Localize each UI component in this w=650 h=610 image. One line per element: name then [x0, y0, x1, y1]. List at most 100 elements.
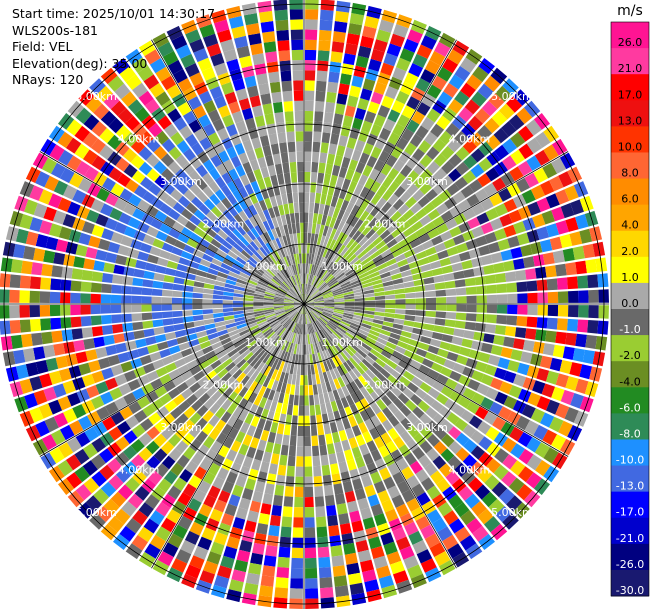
range-gate-cell	[291, 343, 296, 354]
range-gate-cell	[277, 132, 287, 144]
range-gate-cell	[337, 387, 345, 399]
range-gate-cell	[547, 305, 559, 317]
range-gate-cell	[232, 369, 243, 380]
range-gate-cell	[115, 141, 130, 157]
range-gate-cell	[513, 221, 527, 234]
range-gate-cell	[579, 364, 593, 380]
range-gate-cell	[168, 161, 181, 175]
range-gate-cell	[365, 369, 376, 380]
range-gate-cell	[304, 304, 314, 308]
range-gate-cell	[254, 190, 264, 202]
range-gate-cell	[83, 477, 100, 494]
range-gate-cell	[305, 49, 317, 61]
range-gate-cell	[66, 155, 82, 171]
range-gate-cell	[354, 309, 365, 314]
range-gate-cell	[296, 344, 300, 355]
range-gate-cell	[196, 405, 209, 417]
range-gate-cell	[87, 411, 101, 426]
range-gate-cell	[267, 318, 278, 325]
range-gate-cell	[449, 344, 461, 354]
range-gate-cell	[353, 314, 364, 320]
range-gate-cell	[277, 173, 285, 185]
range-gate-cell	[72, 404, 87, 419]
range-gate-cell	[283, 203, 290, 215]
range-gate-cell	[25, 362, 39, 377]
range-gate-cell	[9, 289, 20, 303]
range-gate-cell	[250, 552, 264, 565]
range-gate-cell	[399, 191, 412, 203]
range-gate-cell	[276, 326, 285, 336]
range-gate-cell	[429, 338, 442, 348]
range-gate-cell	[275, 370, 282, 382]
range-gate-cell	[167, 485, 182, 500]
range-gate-cell	[241, 65, 255, 78]
range-gate-cell	[263, 231, 272, 243]
range-gate-cell	[343, 312, 354, 317]
azimuth-line	[151, 39, 305, 305]
range-gate-cell	[181, 208, 193, 220]
range-gate-cell	[455, 312, 467, 321]
range-gate-cell	[351, 340, 362, 349]
range-gate-cell	[247, 510, 259, 523]
range-gate-cell	[300, 294, 304, 304]
range-gate-cell	[248, 392, 258, 404]
range-gate-cell	[383, 379, 395, 390]
range-gate-cell	[317, 383, 323, 395]
range-gate-cell	[318, 330, 325, 341]
range-gate-cell	[446, 296, 457, 304]
range-gate-cell	[344, 301, 355, 304]
range-gate-cell	[236, 323, 247, 330]
range-gate-cell	[58, 149, 74, 166]
range-gate-cell	[370, 415, 381, 427]
range-gate-cell	[323, 309, 334, 314]
range-gate-cell	[243, 309, 254, 314]
range-gate-cell	[123, 163, 138, 178]
range-gate-cell	[66, 119, 83, 136]
range-gate-cell	[305, 324, 308, 335]
range-gate-cell	[78, 177, 93, 193]
range-gate-cell	[471, 203, 485, 216]
range-gate-cell	[572, 245, 585, 260]
range-gate-cell	[311, 289, 320, 298]
range-gate-cell	[312, 151, 320, 163]
range-gate-cell	[182, 110, 197, 125]
range-gate-cell	[257, 471, 268, 483]
range-gate-cell	[210, 440, 223, 454]
range-gate-cell	[189, 555, 205, 570]
range-gate-cell	[263, 299, 274, 303]
range-gate-cell	[273, 0, 288, 11]
range-gate-cell	[163, 380, 176, 392]
range-gate-cell	[298, 192, 304, 203]
range-gate-cell	[340, 351, 349, 362]
range-gate-cell	[332, 313, 343, 319]
range-gate-cell	[368, 58, 382, 72]
range-gate-cell	[334, 304, 345, 306]
range-gate-cell	[309, 405, 316, 416]
range-gate-cell	[310, 343, 315, 355]
range-gate-cell	[156, 341, 169, 351]
range-gate-cell	[436, 304, 447, 311]
range-gate-cell	[551, 386, 565, 402]
range-gate-cell	[321, 313, 332, 320]
range-gate-cell	[298, 415, 304, 426]
range-gate-cell	[374, 458, 387, 471]
range-gate-cell	[266, 316, 277, 323]
range-gate-cell	[433, 441, 448, 455]
range-gate-cell	[289, 161, 297, 173]
range-gate-cell	[346, 329, 357, 337]
range-gate-cell	[313, 121, 323, 132]
range-gate-cell	[238, 253, 249, 262]
range-gate-cell	[466, 295, 477, 304]
range-gate-cell	[266, 473, 277, 485]
range-gate-cell	[234, 285, 245, 292]
range-gate-cell	[343, 265, 354, 274]
range-gate-cell	[314, 496, 325, 507]
range-gate-cell	[222, 341, 234, 350]
range-gate-cell	[315, 506, 326, 518]
range-gate-cell	[100, 304, 112, 314]
range-gate-cell	[260, 324, 270, 332]
range-gate-cell	[323, 310, 333, 315]
range-gate-cell	[437, 526, 453, 542]
range-gate-cell	[283, 300, 294, 303]
range-gate-cell	[239, 361, 250, 372]
